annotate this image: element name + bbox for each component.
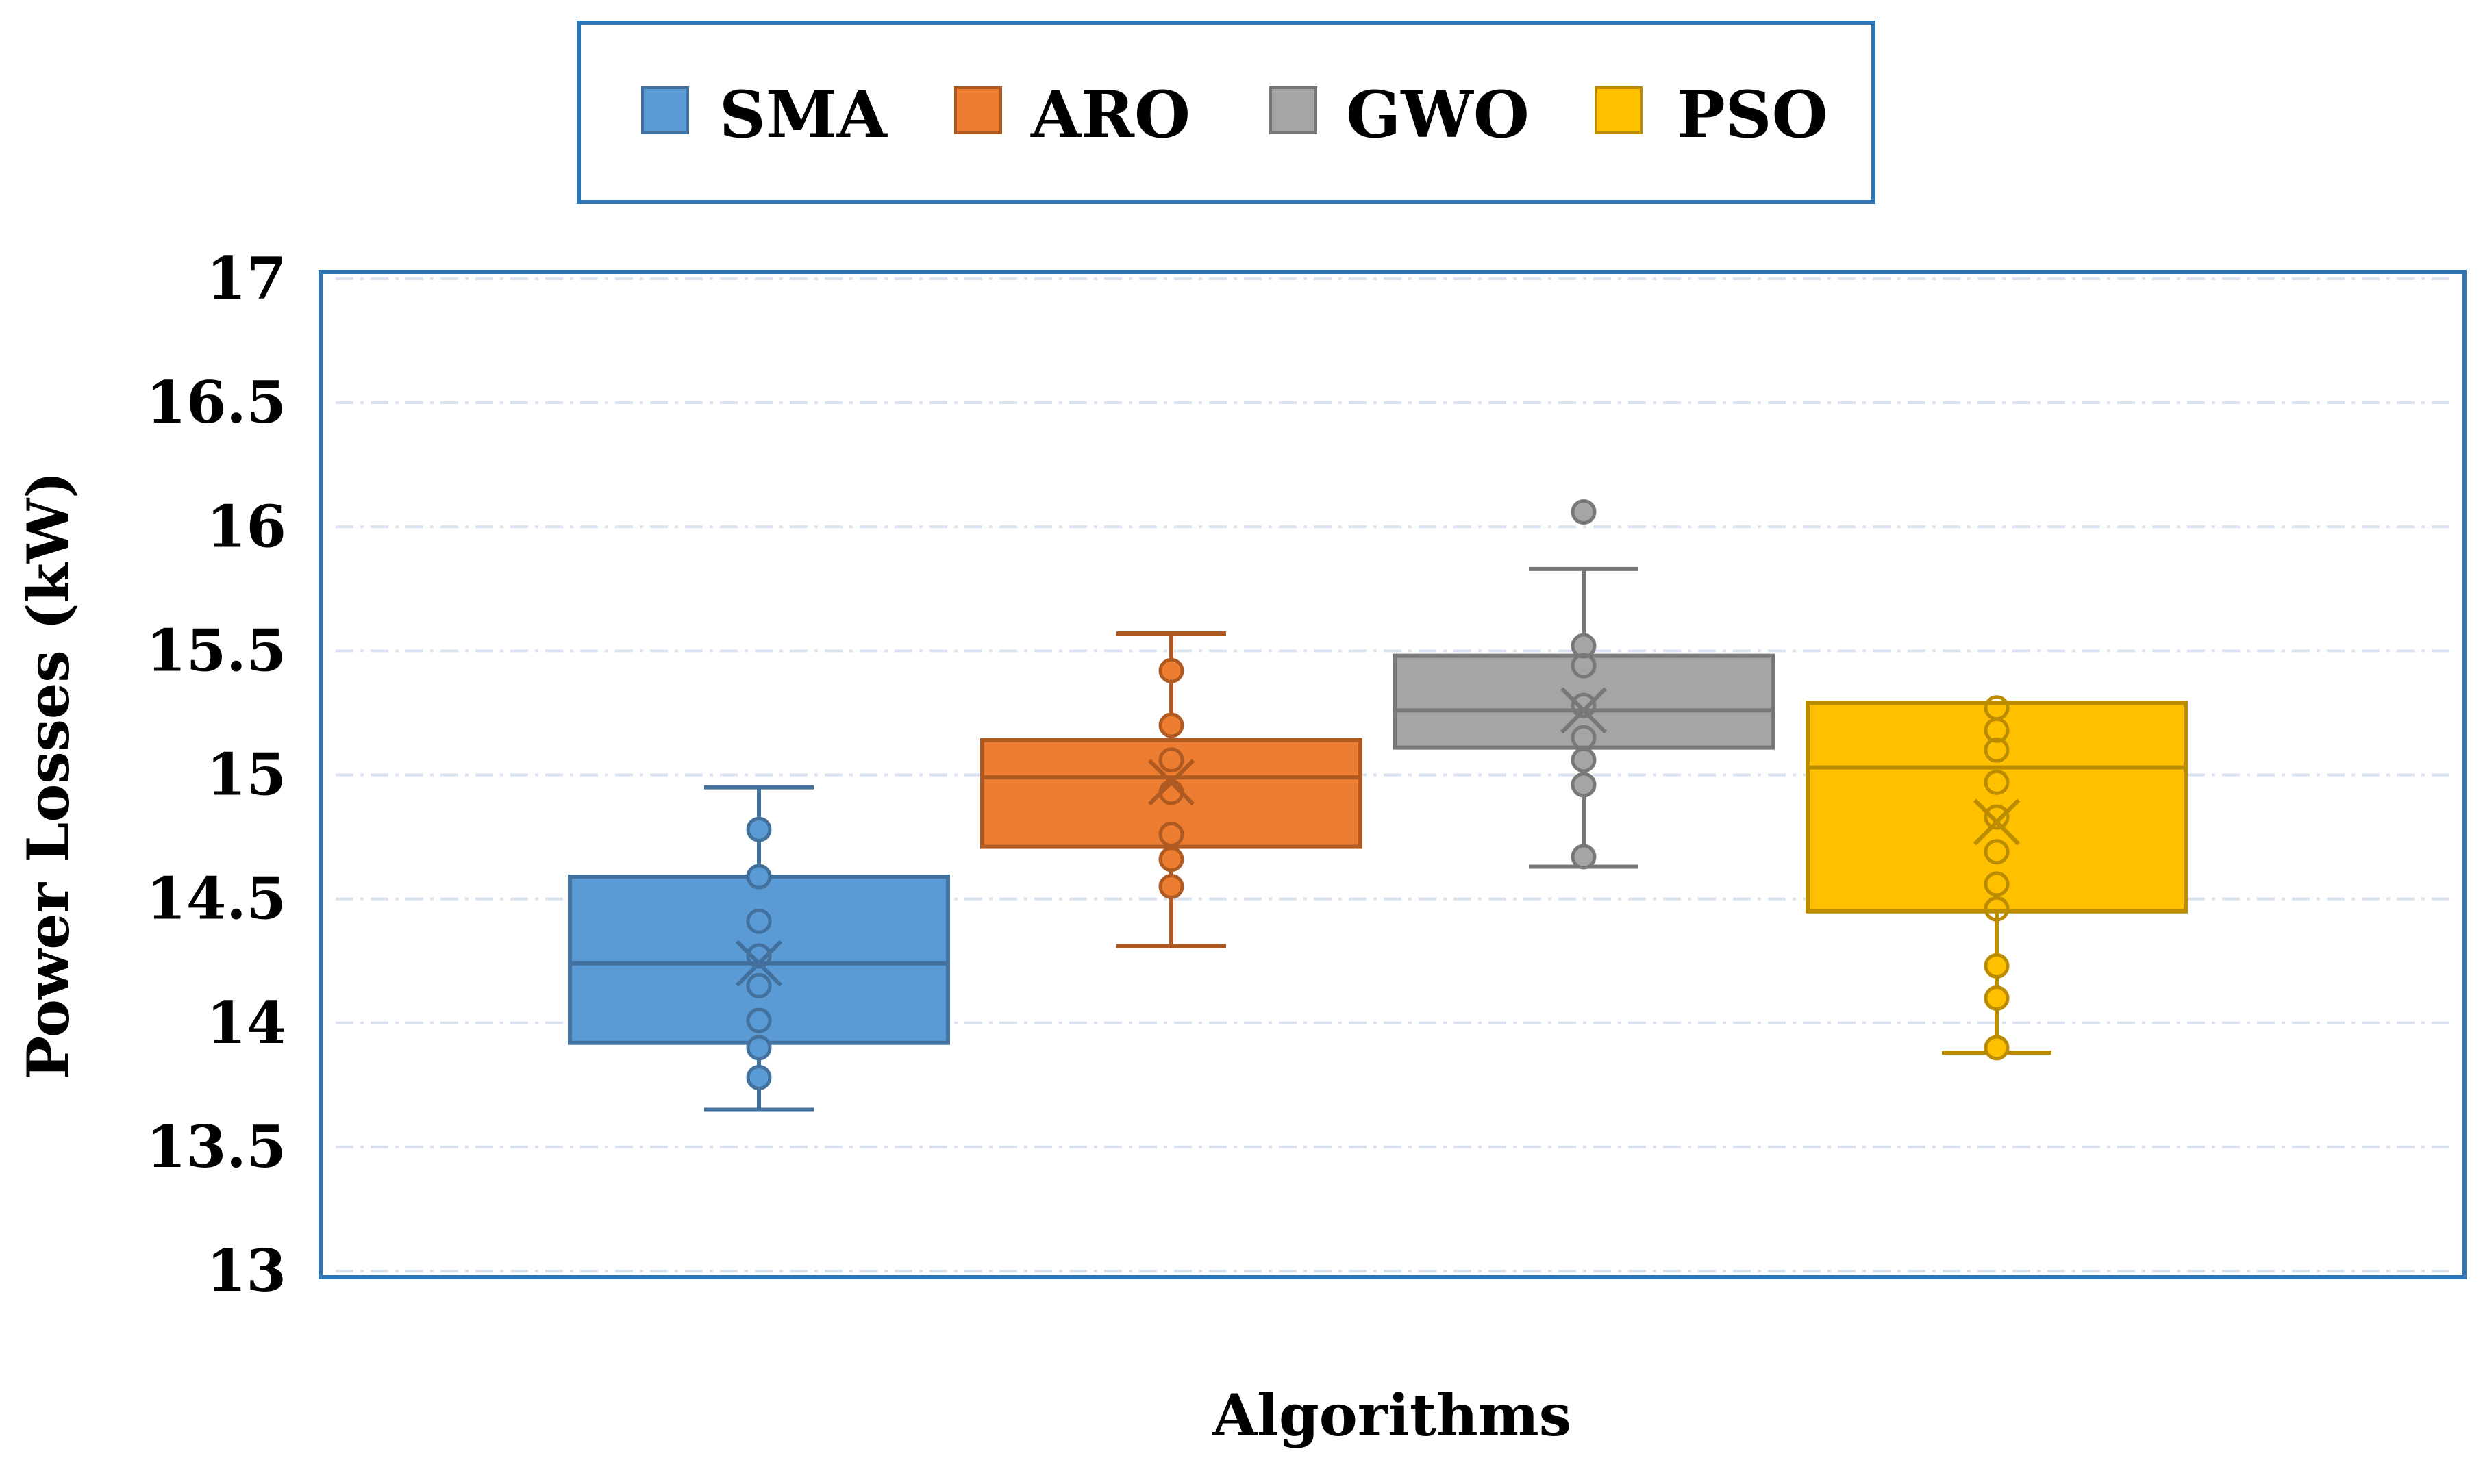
- legend-label-pso: PSO: [1677, 77, 1827, 153]
- data-point-sma-1: [746, 864, 772, 890]
- data-point-sma-7: [746, 1064, 772, 1090]
- legend-swatch-aro: [954, 86, 1002, 134]
- data-point-gwo-7: [1571, 844, 1597, 870]
- legend-swatch-gwo: [1269, 86, 1317, 134]
- x-axis-title: Algorithms: [1212, 1381, 1571, 1449]
- iqr-box-aro: [980, 738, 1362, 849]
- data-point-gwo-2: [1571, 653, 1597, 679]
- data-point-gwo-5: [1571, 747, 1597, 773]
- data-point-pso-9: [1984, 985, 2010, 1011]
- data-point-pso-3: [1984, 769, 2010, 795]
- data-point-pso-10: [1984, 1035, 2010, 1061]
- legend-item-pso: PSO: [1595, 77, 1827, 153]
- data-point-aro-1: [1158, 712, 1184, 738]
- legend-label-sma: SMA: [719, 77, 888, 153]
- y-tick-label-13-5: 13.5: [146, 1113, 286, 1181]
- legend-item-aro: ARO: [954, 77, 1190, 153]
- box-pso: [1806, 695, 2188, 1061]
- y-axis-tick-labels: 13 13.5 14 14.5 15 15.5 16 16.5 17: [146, 244, 286, 1305]
- mean-marker-aro: [1147, 759, 1195, 806]
- data-point-gwo-6: [1571, 772, 1597, 798]
- mean-marker-stroke-b-gwo: [1560, 687, 1608, 734]
- data-point-gwo-0: [1571, 499, 1597, 525]
- data-point-pso-8: [1984, 953, 2010, 979]
- y-tick-label-16-5: 16.5: [146, 368, 286, 436]
- box-aro: [980, 631, 1362, 948]
- mean-marker-sma: [735, 940, 783, 987]
- data-point-sma-3: [746, 943, 772, 969]
- data-point-sma-0: [746, 816, 772, 842]
- data-point-sma-6: [746, 1035, 772, 1061]
- y-tick-label-14-5: 14.5: [146, 865, 286, 933]
- y-tick-label-16: 16: [206, 492, 286, 560]
- box-sma: [568, 785, 950, 1112]
- data-point-pso-7: [1984, 896, 2010, 922]
- box-series: [568, 499, 2188, 1112]
- legend-swatch-pso: [1595, 86, 1643, 134]
- legend-item-sma: SMA: [641, 77, 888, 153]
- legend-label-gwo: GWO: [1346, 77, 1530, 153]
- data-point-aro-0: [1158, 657, 1184, 683]
- data-point-aro-5: [1158, 846, 1184, 872]
- y-tick-label-14: 14: [206, 989, 286, 1057]
- legend: SMA ARO GWO PSO: [577, 21, 1875, 204]
- data-point-aro-4: [1158, 821, 1184, 847]
- iqr-box-sma: [568, 875, 950, 1045]
- data-point-sma-4: [746, 972, 772, 998]
- box-gwo: [1393, 499, 1775, 870]
- data-point-pso-4: [1984, 804, 2010, 830]
- data-point-pso-2: [1984, 737, 2010, 763]
- iqr-box-gwo: [1393, 653, 1775, 750]
- mean-marker-stroke-b-aro: [1147, 759, 1195, 806]
- mean-marker-pso: [1973, 798, 2021, 846]
- legend-label-aro: ARO: [1030, 77, 1190, 153]
- mean-marker-gwo: [1560, 687, 1608, 734]
- data-point-pso-6: [1984, 871, 2010, 897]
- data-point-gwo-1: [1571, 633, 1597, 659]
- legend-swatch-sma: [641, 86, 689, 134]
- legend-frame: [577, 21, 1875, 204]
- y-tick-label-15-5: 15.5: [146, 616, 286, 684]
- data-point-pso-1: [1984, 717, 2010, 743]
- y-tick-label-15: 15: [206, 741, 286, 809]
- data-point-gwo-3: [1571, 692, 1597, 718]
- mean-marker-stroke-b-sma: [735, 940, 783, 987]
- legend-item-gwo: GWO: [1269, 77, 1530, 153]
- data-point-aro-2: [1158, 747, 1184, 773]
- data-point-pso-5: [1984, 839, 2010, 865]
- y-tick-label-13: 13: [206, 1237, 286, 1305]
- data-point-aro-6: [1158, 874, 1184, 900]
- data-point-sma-5: [746, 1007, 772, 1033]
- mean-marker-stroke-b-pso: [1973, 798, 2021, 846]
- y-axis-title: Power Losses (kW): [14, 471, 82, 1079]
- data-point-sma-2: [746, 908, 772, 934]
- y-tick-label-17: 17: [206, 244, 286, 312]
